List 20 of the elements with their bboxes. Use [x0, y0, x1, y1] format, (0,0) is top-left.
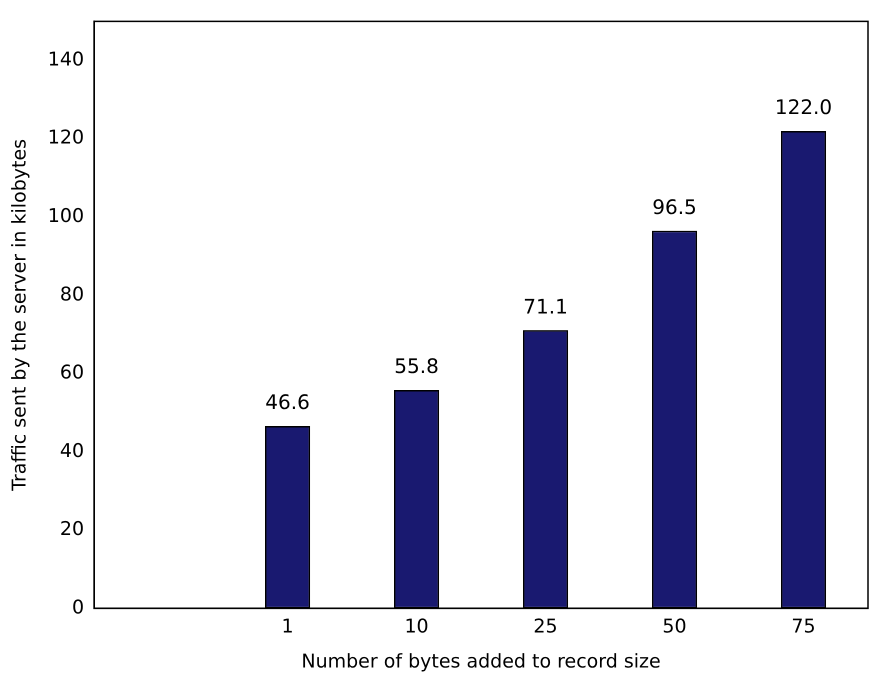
x-tick-label: 75 — [791, 616, 816, 638]
x-axis-title: Number of bytes added to record size — [301, 650, 661, 673]
y-tick-label: 40 — [60, 440, 84, 462]
x-tick-label: 25 — [533, 616, 558, 638]
y-tick-label: 100 — [48, 205, 84, 228]
y-tick-label: 20 — [60, 518, 84, 540]
x-tick-label: 1 — [282, 616, 294, 638]
x-tick-label: 10 — [404, 616, 429, 638]
y-axis-title: Traffic sent by the server in kilobytes — [8, 138, 30, 492]
data-label: 122.0 — [774, 95, 832, 120]
data-label: 96.5 — [652, 194, 697, 219]
data-label: 55.8 — [394, 354, 439, 378]
y-tick-label: 60 — [60, 362, 84, 384]
data-label: 46.6 — [265, 390, 310, 414]
y-tick-label: 140 — [48, 48, 84, 70]
data-label: 71.1 — [523, 294, 568, 318]
y-tick-label: 0 — [72, 596, 84, 618]
x-tick-label: 50 — [662, 616, 687, 638]
y-tick-label: 80 — [60, 283, 84, 306]
y-tick-label: 120 — [48, 126, 84, 149]
